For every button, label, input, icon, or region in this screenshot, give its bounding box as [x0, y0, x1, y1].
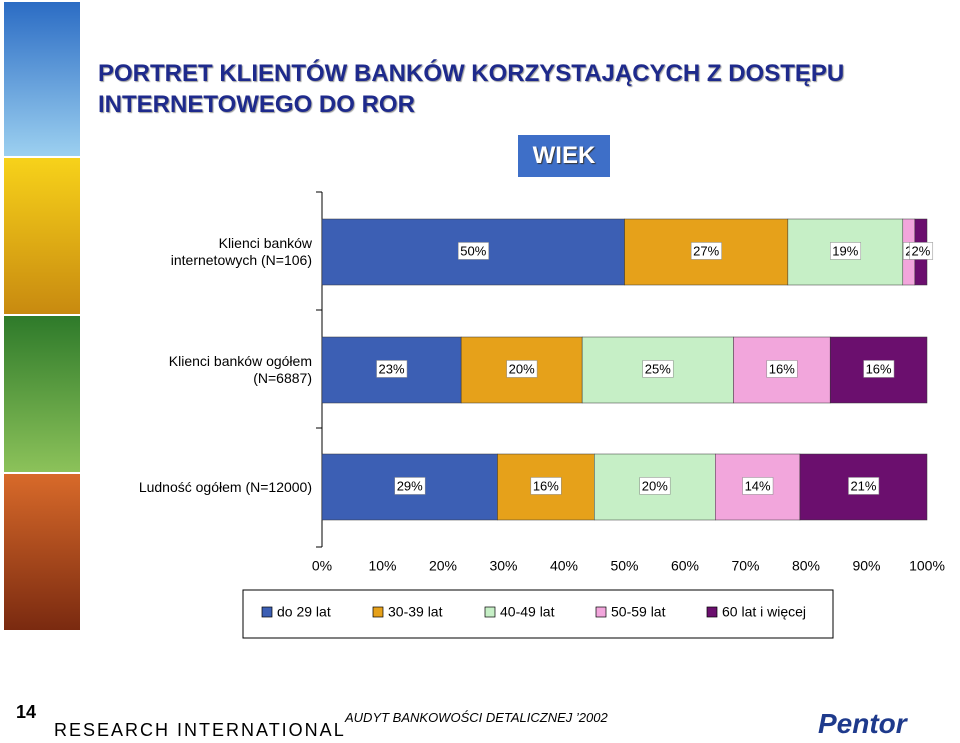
value-label-box [506, 360, 538, 378]
value-label: 20% [509, 361, 535, 376]
x-tick-label: 70% [731, 558, 759, 574]
legend-swatch [595, 606, 607, 618]
category-label: Ludność ogółem (N=12000) [138, 478, 312, 495]
value-label-box [457, 242, 489, 260]
value-label-box [863, 360, 895, 378]
x-tick-label: 0% [312, 558, 332, 574]
value-label-box [830, 242, 862, 260]
value-label-box [642, 360, 674, 378]
value-label-box [690, 242, 722, 260]
logo: Pentor [818, 708, 907, 739]
value-label: 29% [397, 478, 423, 493]
legend-swatch [706, 606, 718, 618]
decor-image [4, 316, 80, 472]
value-label-box [394, 477, 426, 495]
chart-title: PORTRET KLIENTÓW BANKÓW KORZYSTAJĄCYCH Z… [98, 60, 845, 118]
value-label: 16% [533, 478, 559, 493]
report-name: AUDYT BANKOWOŚCI DETALICZNEJ ’2002 [345, 710, 608, 725]
value-label-box [639, 477, 671, 495]
legend-label: 50-59 lat [611, 604, 666, 620]
category-label: Klienci banków ogółem (N=6887) [168, 353, 312, 386]
decor-image [4, 2, 80, 156]
value-label-box [376, 360, 408, 378]
legend-label: 30-39 lat [388, 604, 443, 620]
value-label-box [848, 477, 880, 495]
legend-swatch [261, 606, 273, 618]
value-label: 50% [460, 243, 486, 258]
x-tick-label: 30% [489, 558, 517, 574]
legend-swatch [372, 606, 384, 618]
chart-subtitle: WIEK [518, 135, 610, 177]
value-label: 2 [905, 243, 912, 258]
company-name: RESEARCH INTERNATIONAL [54, 720, 346, 740]
value-label: 2% [912, 243, 931, 258]
page-number: 14 [16, 702, 37, 722]
decor-image [4, 158, 80, 314]
decor-image [4, 474, 80, 630]
value-label: 23% [379, 361, 405, 376]
x-tick-label: 100% [909, 558, 945, 574]
value-label-box [909, 242, 934, 260]
legend-swatch [484, 606, 496, 618]
legend-label: do 29 lat [277, 604, 331, 620]
value-label: 20% [642, 478, 668, 493]
x-tick-label: 10% [368, 558, 396, 574]
value-label: 14% [745, 478, 771, 493]
value-label-box [530, 477, 562, 495]
legend-label: 40-49 lat [500, 604, 555, 620]
x-tick-label: 90% [852, 558, 880, 574]
value-label: 27% [693, 243, 719, 258]
x-tick-label: 80% [792, 558, 820, 574]
value-label: 25% [645, 361, 671, 376]
value-label-box [766, 360, 798, 378]
value-label: 19% [832, 243, 858, 258]
value-label: 16% [866, 361, 892, 376]
legend-box [242, 589, 834, 639]
value-label: 21% [850, 478, 876, 493]
x-tick-label: 20% [429, 558, 457, 574]
x-tick-label: 50% [610, 558, 638, 574]
legend-label: 60 lat i więcej [722, 604, 806, 620]
x-tick-label: 40% [550, 558, 578, 574]
value-label-box [742, 477, 774, 495]
category-label: Klienci banków internetowych (N=106) [170, 235, 312, 268]
x-tick-label: 60% [671, 558, 699, 574]
value-label: 16% [769, 361, 795, 376]
